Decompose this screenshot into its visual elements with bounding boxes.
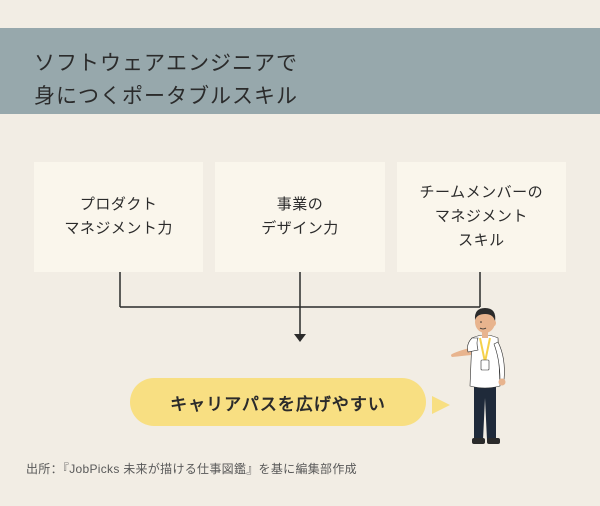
speech-bubble-tail-icon <box>432 396 450 414</box>
infographic-canvas: ソフトウェアエンジニアで 身につくポータブルスキル プロダクト マネジメント力 … <box>0 0 600 506</box>
career-pill: キャリアパスを広げやすい <box>130 378 426 426</box>
person-icon <box>450 298 520 448</box>
card-line: 事業の <box>277 193 324 217</box>
source-attribution: 出所：『JobPicks 未来が描ける仕事図鑑』を基に編集部作成 <box>26 460 357 477</box>
person-illustration <box>450 298 520 448</box>
card-line: マネジメント力 <box>64 217 173 241</box>
career-pill-label: キャリアパスを広げやすい <box>170 390 386 415</box>
card-line: マネジメント <box>435 205 528 229</box>
card-line: プロダクト <box>80 193 158 217</box>
title-band: ソフトウェアエンジニアで 身につくポータブルスキル <box>0 28 600 114</box>
cards-row: プロダクト マネジメント力 事業の デザイン力 チームメンバーの マネジメント … <box>34 162 566 272</box>
card-line: チームメンバーの <box>420 181 544 205</box>
card-line: スキル <box>458 229 505 253</box>
card-business-design: 事業の デザイン力 <box>215 162 384 272</box>
card-line: デザイン力 <box>261 217 339 241</box>
card-product-management: プロダクト マネジメント力 <box>34 162 203 272</box>
title-line-1: ソフトウェアエンジニアで <box>34 48 566 81</box>
title-line-2: 身につくポータブルスキル <box>34 81 566 114</box>
card-team-management: チームメンバーの マネジメント スキル <box>397 162 566 272</box>
